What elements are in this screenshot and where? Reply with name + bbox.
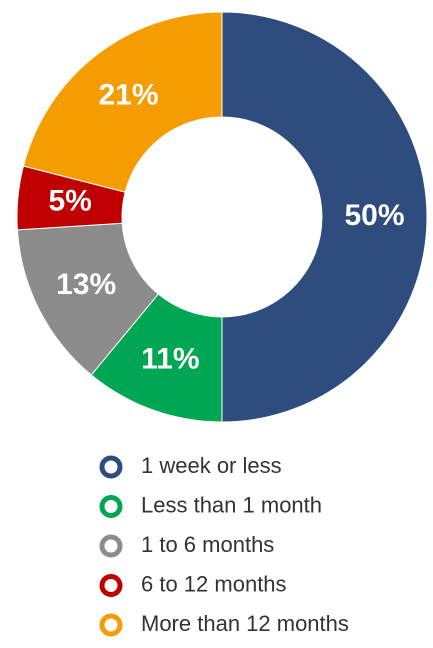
legend-label: Less than 1 month [141, 492, 322, 517]
donut-slice [22, 11, 223, 193]
value-label: 21% [99, 78, 159, 111]
legend-label: 6 to 12 months [141, 571, 287, 596]
legend-label: 1 to 6 months [141, 532, 274, 557]
value-label: 11% [141, 342, 199, 375]
legend-marker [99, 495, 123, 518]
legend-marker [99, 574, 123, 597]
value-label: 13% [56, 268, 116, 301]
legend-label: 1 week or less [141, 453, 282, 478]
legend-marker [99, 455, 123, 479]
value-label: 5% [48, 185, 91, 218]
legend-marker [99, 534, 123, 558]
legend-label: More than 12 months [141, 611, 349, 636]
donut-slice [221, 11, 428, 423]
legend-marker [99, 613, 123, 637]
value-label: 50% [344, 199, 404, 232]
donut-slice [16, 222, 159, 376]
